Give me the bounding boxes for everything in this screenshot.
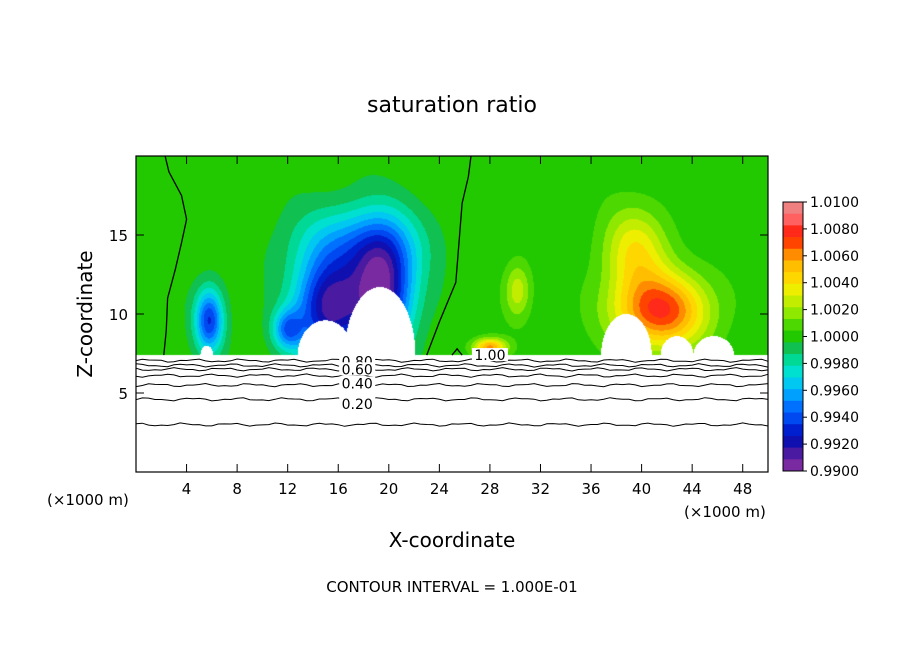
contour-overlay: 1.000.800.600.400.20 <box>135 155 769 427</box>
x-tick-label: 44 <box>683 480 702 498</box>
colorbar: 1.0100 1.0080 1.0060 1.0040 1.0020 1.0000 0.99… <box>782 195 859 480</box>
x-tick-label: 20 <box>379 480 398 498</box>
colorbar-tick-label: 1.0000 <box>810 330 859 346</box>
colorbar-swatch <box>783 295 803 308</box>
x-tick-label: 36 <box>581 480 600 498</box>
x-tick-label: 32 <box>531 480 550 498</box>
colorbar-swatch <box>783 283 803 297</box>
x-unit-right: (×1000 m) <box>684 503 766 521</box>
colorbar-swatch <box>783 424 803 437</box>
contour-label: 0.60 <box>342 362 373 378</box>
colorbar-swatch <box>783 365 803 378</box>
colorbar-swatch <box>783 202 803 215</box>
contour-line <box>135 358 769 363</box>
contour-line <box>135 422 769 427</box>
colorbar-swatch <box>783 225 803 238</box>
saturation-field <box>136 156 768 472</box>
colorbar-swatch <box>783 377 803 390</box>
y-axis-label: Z-coordinate <box>73 250 97 377</box>
contour-label: 1.00 <box>474 348 505 364</box>
colorbar-swatch <box>783 237 803 250</box>
colorbar-tick-label: 0.9940 <box>810 410 859 426</box>
contour-interval-note: CONTOUR INTERVAL = 1.000E-01 <box>326 578 577 596</box>
chart-title: saturation ratio <box>367 93 537 118</box>
contour-line <box>135 373 769 378</box>
colorbar-tick-label: 0.9960 <box>810 383 859 399</box>
contour-label-mask <box>339 362 376 376</box>
colorbar-swatch <box>783 412 803 425</box>
y-tick-label: 10 <box>109 306 128 324</box>
colorbar-swatch <box>783 260 803 273</box>
contour-label: 0.40 <box>342 377 373 393</box>
colorbar-swatch <box>783 307 803 320</box>
colorbar-swatch <box>783 330 803 343</box>
x-unit-left: (×1000 m) <box>47 491 129 509</box>
colorbar-tick-label: 1.0080 <box>810 222 859 238</box>
colorbar-tick-label: 0.9980 <box>810 356 859 372</box>
contour-line <box>135 363 769 368</box>
x-tick-label: 4 <box>182 480 192 498</box>
x-tick-label: 48 <box>733 480 752 498</box>
contour-line-1-00 <box>163 155 188 356</box>
colorbar-swatch <box>783 342 803 355</box>
x-tick-label: 40 <box>632 480 651 498</box>
contour-line-1-00 <box>451 347 463 356</box>
colorbar-tick-label: 1.0020 <box>810 303 859 319</box>
contour-line-1-00 <box>426 155 472 356</box>
colorbar-swatch <box>783 272 803 285</box>
colorbar-swatch <box>783 459 803 472</box>
colorbar-swatch <box>783 389 803 402</box>
contour-label-mask <box>471 348 508 362</box>
y-tick-label: 5 <box>118 385 128 403</box>
x-axis-label: X-coordinate <box>389 528 516 552</box>
y-tick-label: 15 <box>109 227 128 245</box>
colorbar-tick-label: 0.9900 <box>810 464 859 480</box>
colorbar-tick-label: 0.9920 <box>810 437 859 453</box>
colorbar-swatch <box>783 435 803 449</box>
x-tick-label: 24 <box>430 480 449 498</box>
colorbar-swatch <box>783 318 803 332</box>
contour-line <box>135 382 769 388</box>
colorbar-swatch <box>783 447 803 460</box>
x-tick-label: 28 <box>480 480 499 498</box>
contour-line <box>135 397 769 402</box>
x-axis-ticks: 4 8 12 16 20 24 28 32 36 40 44 48 <box>182 156 752 498</box>
contour-label: 0.20 <box>342 397 373 413</box>
contour-line <box>135 367 769 372</box>
colorbar-tick-label: 1.0100 <box>810 195 859 211</box>
contour-label-mask <box>339 376 376 390</box>
y-axis-ticks: 5 10 15 <box>109 227 768 403</box>
contour-label-mask <box>339 397 376 411</box>
colorbar-tick-label: 1.0040 <box>810 276 859 292</box>
colorbar-tick-label: 1.0060 <box>810 249 859 265</box>
colorbar-swatch <box>783 213 803 226</box>
colorbar-swatch <box>783 354 803 367</box>
colorbar-swatch <box>783 248 803 261</box>
x-tick-label: 12 <box>278 480 297 498</box>
x-tick-label: 16 <box>329 480 348 498</box>
colorbar-swatch <box>783 400 803 414</box>
x-tick-label: 8 <box>232 480 242 498</box>
